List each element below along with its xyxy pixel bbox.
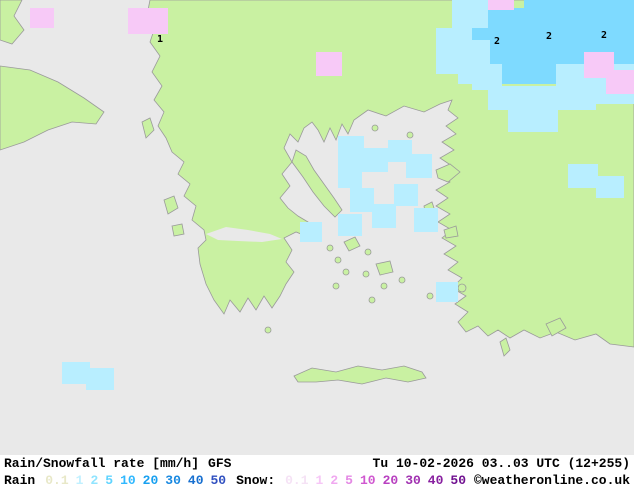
- rain-light-cell: [372, 204, 396, 228]
- marker-layer: 1 2 2 2: [157, 30, 607, 47]
- rain-light-cell: [488, 86, 596, 110]
- scale-value: 10: [120, 473, 136, 488]
- snow-cell: [316, 52, 342, 76]
- rain-light-cell: [62, 362, 90, 384]
- scale-value: 0.1: [285, 473, 309, 488]
- intensity-label: 2: [546, 31, 552, 42]
- snow-scale-label: Snow:: [236, 473, 276, 488]
- rain-light-cell: [338, 136, 364, 164]
- legend-datetime: Tu 10-02-2026 03..03 UTC (12+255): [372, 456, 630, 471]
- land-italy-puglia: [0, 65, 105, 151]
- rain-light-cell: [300, 222, 322, 242]
- intensity-label: 1: [157, 34, 163, 45]
- precipitation-layer: [30, 0, 634, 390]
- rain-light-cell: [452, 0, 488, 28]
- island-naxos: [375, 260, 394, 276]
- scale-value: 5: [345, 473, 353, 488]
- rain-light-cell: [568, 164, 598, 188]
- island-rhodes: [545, 317, 567, 337]
- rain-light-cell: [596, 176, 624, 198]
- scale-value: 50: [450, 473, 467, 488]
- rain-light-cell: [436, 282, 458, 302]
- island-euboea: [291, 149, 343, 218]
- island-zakynthos: [171, 223, 185, 237]
- intensity-label: 2: [494, 36, 500, 47]
- rain-light-cell: [338, 214, 362, 236]
- scale-value: 2: [90, 473, 99, 488]
- rain-light-cell: [508, 110, 558, 132]
- island-karpathos: [499, 337, 511, 357]
- scale-value: 1: [75, 473, 84, 488]
- island-samos: [443, 225, 459, 239]
- scale-value: 30: [165, 473, 181, 488]
- gulf-of-corinth: [206, 227, 282, 242]
- scale-value: 20: [382, 473, 399, 488]
- rain-light-cell: [86, 368, 114, 390]
- rain-med-cell: [470, 8, 634, 40]
- snow-scale-values: 0.1 1 2 5 10 20 30 40 50: [285, 473, 466, 489]
- rain-light-cell: [362, 148, 388, 172]
- rain-light-cell: [338, 164, 362, 188]
- island-andros: [343, 236, 361, 252]
- rain-light-cell: [406, 154, 432, 178]
- island-corfu: [141, 117, 155, 139]
- rain-scale-label: Rain: [4, 473, 36, 488]
- scale-value: 30: [405, 473, 421, 488]
- scale-value: 40: [187, 473, 204, 488]
- scale-value: 5: [105, 473, 114, 488]
- scale-value: 2: [330, 473, 339, 488]
- snow-cell: [488, 0, 514, 10]
- scale-value: 50: [210, 473, 227, 488]
- map-canvas: 1 2 2 2: [0, 0, 634, 455]
- scale-value: 20: [142, 473, 159, 488]
- island-kefalonia: [163, 195, 179, 215]
- island-lesbos: [435, 163, 461, 183]
- rain-med-cell: [500, 64, 556, 84]
- scale-value: 0.1: [45, 473, 69, 488]
- rain-light-cell: [414, 208, 438, 232]
- land-italy-north: [0, 0, 25, 45]
- legend-title-row: Rain/Snowfall rate [mm/h] GFS Tu 10-02-2…: [4, 456, 630, 473]
- precipitation-map: 1 2 2 2: [0, 0, 634, 390]
- snow-cell: [30, 8, 54, 28]
- scale-value: 1: [315, 473, 324, 488]
- intensity-label: 2: [601, 30, 607, 41]
- rain-light-cell: [394, 184, 418, 206]
- legend-scale-row: Rain 0.1 1 2 5 10 20 30 40 50 Snow: 0.1 1 2 5 10 20 30…: [4, 473, 630, 490]
- copyright: ©weatheronline.co.uk: [473, 473, 630, 488]
- rain-med-cell: [524, 0, 634, 10]
- snow-cell: [128, 8, 168, 34]
- rain-light-cell: [350, 188, 374, 212]
- legend-title: Rain/Snowfall rate [mm/h]: [4, 456, 200, 471]
- rain-scale-values: 0.1 1 2 5 10 20 30 40 50: [45, 473, 226, 489]
- island-crete: [293, 365, 427, 385]
- rain-light-cell: [472, 64, 502, 90]
- scale-value: 10: [359, 473, 376, 488]
- legend-model: GFS: [208, 456, 232, 471]
- snow-cell: [606, 70, 634, 94]
- legend-bar: Rain/Snowfall rate [mm/h] GFS Tu 10-02-2…: [0, 455, 634, 490]
- scale-value: 40: [427, 473, 444, 488]
